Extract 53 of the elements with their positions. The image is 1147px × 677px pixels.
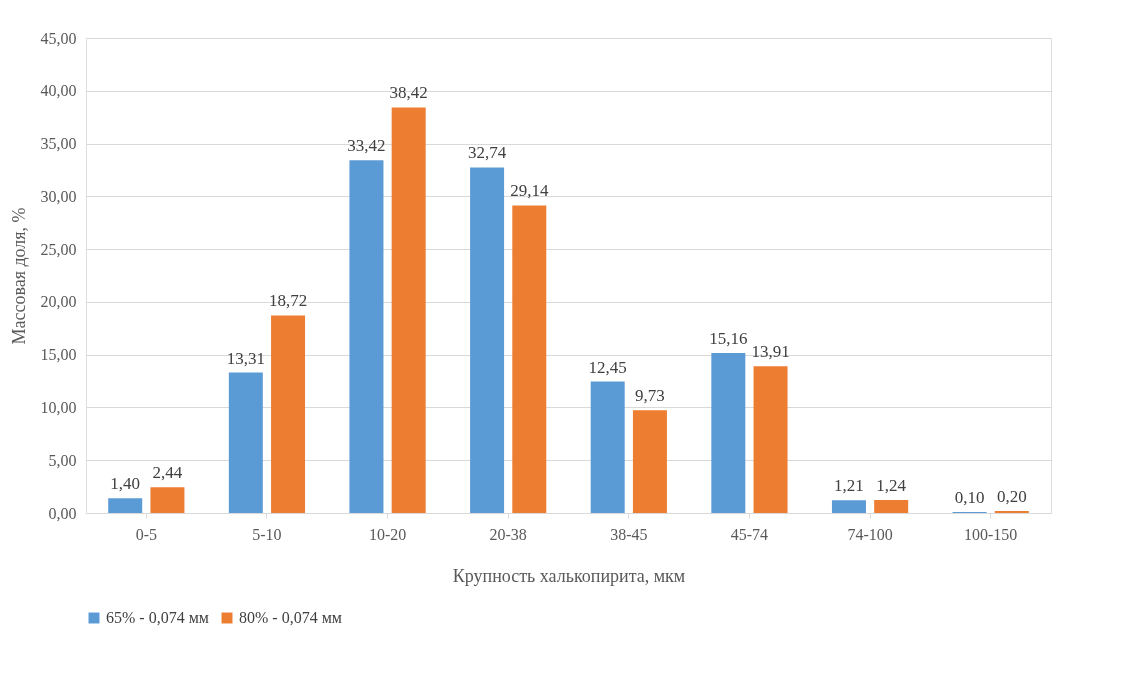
- y-tick-label: 20,00: [40, 293, 77, 311]
- data-label: 15,16: [709, 328, 748, 348]
- x-tick-label: 45-74: [730, 525, 769, 543]
- bar: [994, 510, 1029, 513]
- data-label: 0,20: [996, 486, 1027, 506]
- bar: [753, 366, 788, 513]
- x-tick-label: 5-10: [252, 525, 282, 543]
- data-label: 13,91: [751, 342, 790, 362]
- y-tick-label: 10,00: [40, 398, 77, 416]
- data-label: 18,72: [268, 291, 308, 311]
- data-label: 1,40: [110, 474, 141, 494]
- data-label: 9,73: [635, 386, 665, 406]
- bar: [632, 410, 667, 513]
- x-tick-label: 20-38: [489, 525, 527, 543]
- y-tick-label: 25,00: [40, 240, 77, 258]
- bar: [512, 205, 547, 513]
- x-tick-label: 74-100: [847, 525, 893, 543]
- data-label: 0,10: [954, 487, 985, 507]
- y-tick-label: 30,00: [40, 187, 77, 205]
- x-axis-title: Крупность халькопирита, мкм: [452, 565, 686, 586]
- x-tick-label: 38-45: [610, 525, 648, 543]
- data-label: 2,44: [152, 463, 183, 483]
- data-label: 12,45: [588, 357, 627, 377]
- data-label: 1,21: [834, 476, 864, 496]
- bar: [228, 372, 263, 513]
- y-axis-title: Массовая доля, %: [8, 207, 29, 345]
- y-tick-label: 35,00: [40, 135, 77, 153]
- x-tick-label: 100-150: [964, 525, 1018, 543]
- data-label: 33,42: [347, 136, 386, 156]
- y-tick-label: 5,00: [48, 451, 77, 469]
- legend-label: 80% - 0,074 мм: [239, 609, 342, 626]
- data-label: 13,31: [226, 348, 265, 368]
- bar: [271, 315, 306, 513]
- y-tick-label: 40,00: [40, 82, 77, 100]
- bar: [391, 107, 426, 513]
- data-label: 32,74: [467, 143, 507, 163]
- bar: [831, 500, 866, 513]
- x-tick-label: 0-5: [135, 525, 157, 543]
- data-label: 29,14: [510, 181, 549, 201]
- y-tick-label: 0,00: [48, 504, 77, 522]
- x-tick-label: 10-20: [368, 525, 407, 543]
- bar: [108, 498, 143, 513]
- legend-label: 65% - 0,074 мм: [106, 609, 209, 626]
- bar: [349, 160, 384, 513]
- bar: [150, 487, 185, 513]
- y-tick-label: 45,00: [40, 29, 77, 47]
- bar: [590, 381, 625, 513]
- y-tick-label: 15,00: [40, 346, 77, 364]
- data-label: 38,42: [389, 83, 428, 103]
- bar: [470, 167, 505, 513]
- bar: [874, 499, 909, 513]
- bar: [711, 352, 746, 513]
- data-label: 1,24: [876, 475, 907, 495]
